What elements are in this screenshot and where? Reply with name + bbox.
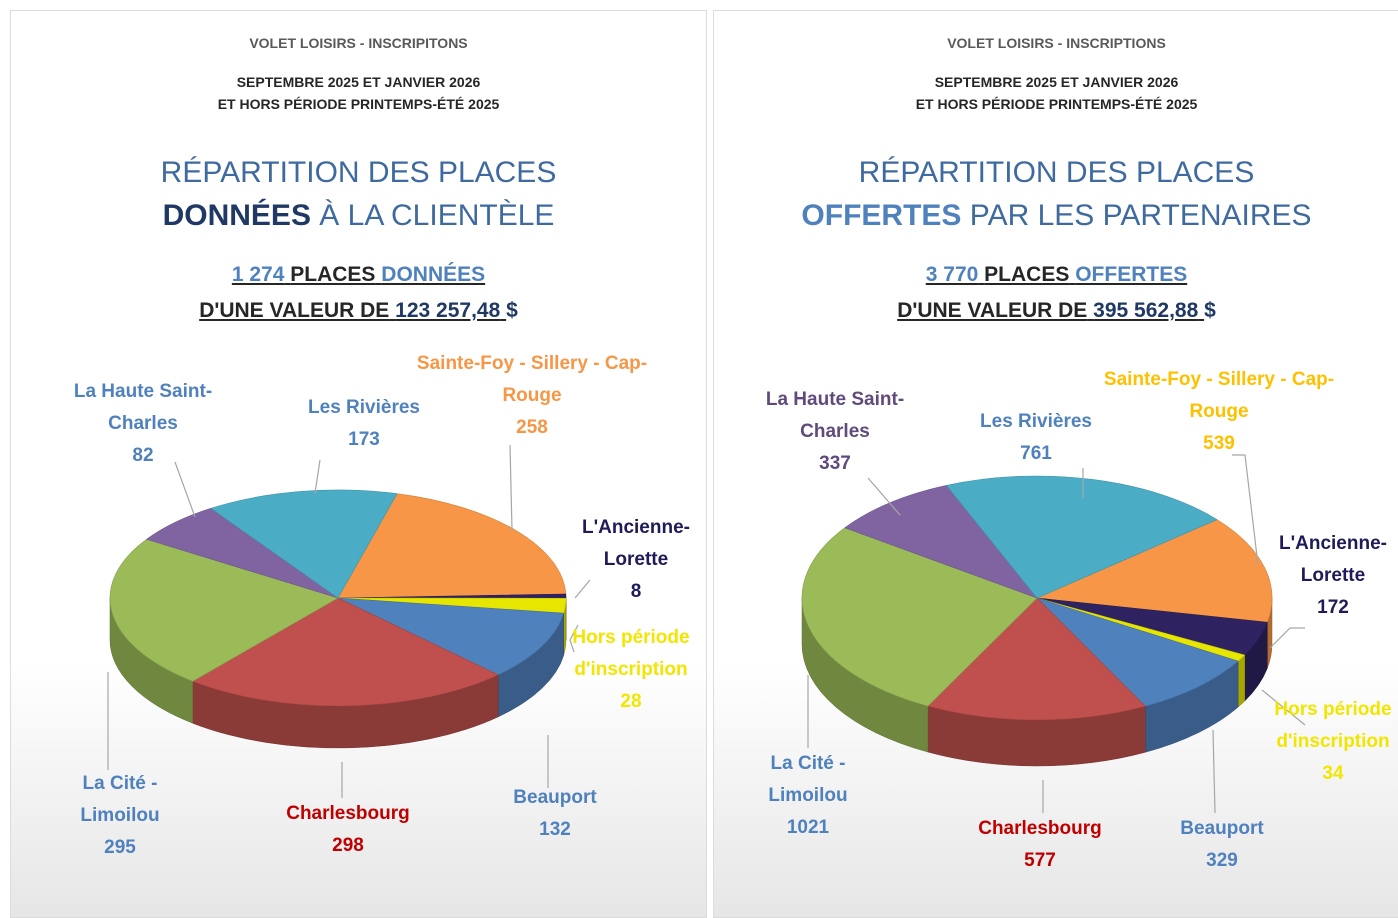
leader-line [1270, 628, 1305, 648]
label-value: 82 [43, 440, 243, 472]
label-value: 1021 [748, 812, 868, 844]
label-value: 295 [50, 832, 190, 864]
leader-line [315, 460, 320, 493]
label-value: 8 [561, 576, 711, 608]
label-value: 337 [735, 448, 935, 480]
label-name: Les Rivières [264, 392, 464, 424]
label-name: La Haute Saint-Charles [43, 376, 243, 440]
leader-line [510, 445, 512, 530]
label-value: 761 [936, 438, 1136, 470]
label-name: L'Ancienne-Lorette [561, 512, 711, 576]
label-name: Charlesbourg [248, 798, 448, 830]
label-name: La Cité - Limoilou [748, 748, 868, 812]
label-name: Les Rivières [936, 406, 1136, 438]
label-value: 132 [480, 814, 630, 846]
label-value: 173 [264, 424, 464, 456]
label-value: 329 [1147, 845, 1297, 877]
label-name: La Cité - Limoilou [50, 768, 190, 832]
slice-side [1238, 655, 1245, 707]
label-name: Charlesbourg [940, 813, 1140, 845]
label-value: 298 [248, 830, 448, 862]
label-value: 34 [1268, 758, 1398, 790]
leader-line [1213, 730, 1215, 813]
label-name: Beauport [1147, 813, 1297, 845]
label-name: Hors période d'inscription [1268, 694, 1398, 758]
label-value: 28 [556, 686, 706, 718]
label-name: Hors période d'inscription [556, 622, 706, 686]
label-name: Beauport [480, 782, 630, 814]
label-value: 172 [1263, 592, 1398, 624]
label-name: La Haute Saint-Charles [735, 384, 935, 448]
label-value: 577 [940, 845, 1140, 877]
label-name: L'Ancienne-Lorette [1263, 528, 1398, 592]
